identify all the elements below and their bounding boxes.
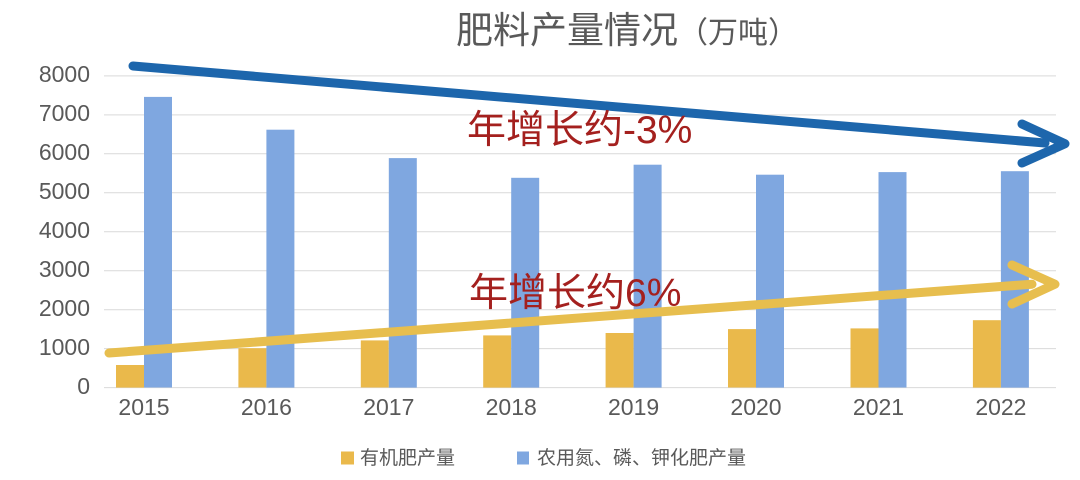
svg-text:7000: 7000 [39, 100, 90, 126]
svg-text:年增长约6%: 年增长约6% [469, 272, 681, 315]
svg-text:4000: 4000 [39, 217, 90, 243]
svg-text:2016: 2016 [241, 394, 292, 420]
svg-text:3000: 3000 [39, 256, 90, 282]
svg-text:6000: 6000 [39, 139, 90, 165]
svg-text:2019: 2019 [608, 394, 659, 420]
svg-text:1000: 1000 [39, 334, 90, 360]
svg-text:年增长约-3%: 年增长约-3% [467, 109, 692, 152]
svg-text:2020: 2020 [730, 394, 781, 420]
svg-text:2021: 2021 [853, 394, 904, 420]
svg-text:2017: 2017 [363, 394, 414, 420]
svg-text:0: 0 [77, 373, 90, 399]
svg-text:肥料产量情况（万吨）: 肥料产量情况（万吨） [456, 10, 798, 51]
svg-text:2015: 2015 [118, 394, 169, 420]
svg-text:有机肥产量: 有机肥产量 [360, 447, 455, 469]
svg-text:5000: 5000 [39, 178, 90, 204]
svg-text:2022: 2022 [975, 394, 1026, 420]
svg-text:8000: 8000 [39, 61, 90, 87]
svg-text:2000: 2000 [39, 295, 90, 321]
svg-text:农用氮、磷、钾化肥产量: 农用氮、磷、钾化肥产量 [537, 447, 746, 469]
svg-text:2018: 2018 [486, 394, 537, 420]
